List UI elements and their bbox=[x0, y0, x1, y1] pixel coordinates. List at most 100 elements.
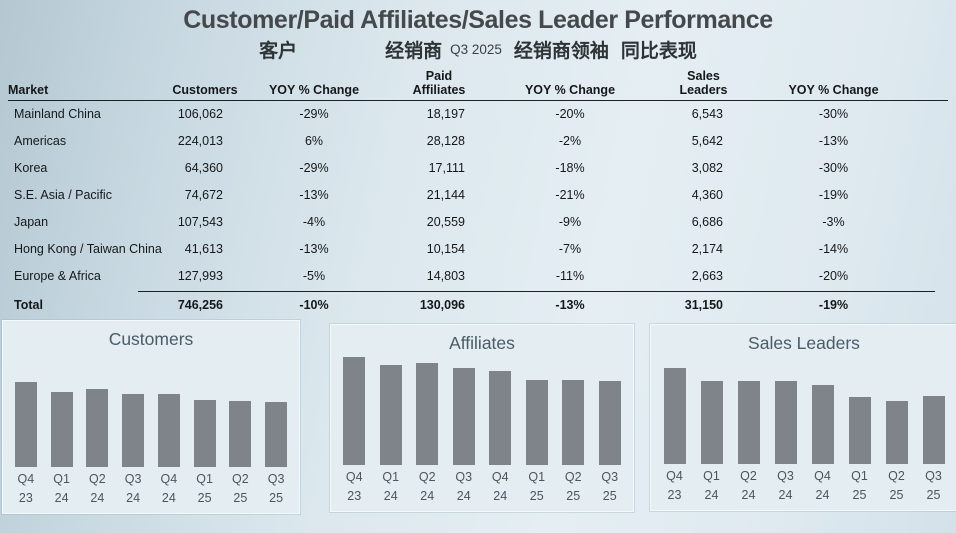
bar-q3-25 bbox=[598, 381, 621, 465]
table-header-row: Market Customers YOY % Change Paid Affiliate… bbox=[8, 68, 948, 101]
bar-q3-25 bbox=[265, 402, 288, 467]
bar-label: Q2 24 bbox=[730, 464, 767, 510]
bar-q2-25 bbox=[562, 380, 585, 465]
table-cell: -13% bbox=[818, 134, 849, 148]
bar-q4-24 bbox=[157, 394, 180, 467]
bar-q2-25 bbox=[885, 401, 908, 464]
table-cell: 107,543 bbox=[177, 215, 223, 229]
bar-label: Q3 24 bbox=[115, 467, 151, 513]
bar-label: Q2 25 bbox=[878, 464, 915, 510]
axis-labels: Q4 23 Q1 24 Q2 24 Q3 24 Q4 24 Q1 25 Q2 25 Q3 25 bbox=[3, 467, 299, 513]
bar-label: Q1 25 bbox=[841, 464, 878, 510]
chart-panel-customers: Customers Q4 23 Q1 24 Q2 24 Q3 24 Q4 24 Q1 25 Q2 25 Q3… bbox=[2, 320, 300, 514]
bar-label-year: 23 bbox=[667, 488, 682, 503]
bar-label-year: 24 bbox=[778, 488, 793, 503]
bar-column bbox=[656, 368, 693, 464]
bar-q2-24 bbox=[86, 389, 109, 467]
bar-label-quarter: Q2 bbox=[89, 472, 106, 486]
bar-label-quarter: Q1 bbox=[382, 470, 400, 484]
bar-label-quarter: Q2 bbox=[564, 470, 582, 484]
bar-label-quarter: Q4 bbox=[814, 469, 831, 483]
table-cell: Europe & Africa bbox=[14, 269, 101, 283]
bar-q4-23 bbox=[663, 368, 686, 464]
table-cell: 4,360 bbox=[691, 188, 723, 202]
column-header-top-line: Paid bbox=[425, 69, 453, 83]
column-header: YOY % Change bbox=[502, 68, 638, 98]
column-header-label: Market bbox=[8, 82, 49, 97]
bar-q1-24 bbox=[379, 365, 402, 465]
bar-column bbox=[767, 381, 804, 464]
bar-q3-25 bbox=[922, 396, 945, 464]
table-row: Japan 107,543 -4% 20,559 -9% 6,686 -3% bbox=[8, 209, 948, 236]
bar-label: Q4 24 bbox=[804, 464, 841, 510]
column-header: Customers bbox=[158, 68, 252, 98]
bar-label-year: 24 bbox=[420, 489, 435, 504]
subtitle-period: Q3 2025 bbox=[450, 41, 502, 57]
table-row: Europe & Africa 127,993 -5% 14,803 -11% 2,663… bbox=[8, 263, 948, 290]
bar-label-year: 24 bbox=[493, 489, 508, 504]
bar-label: Q1 25 bbox=[187, 467, 223, 513]
bar-column bbox=[115, 394, 151, 467]
bar-label-year: 24 bbox=[741, 488, 756, 503]
bar-q2-24 bbox=[416, 363, 439, 465]
table-cell: Mainland China bbox=[14, 107, 101, 121]
table-cell: 2,663 bbox=[691, 269, 723, 283]
bar-column bbox=[151, 394, 187, 467]
table-cell: -13% bbox=[299, 242, 329, 256]
bar-label-year: 25 bbox=[197, 491, 212, 506]
bar-label-year: 24 bbox=[90, 491, 105, 506]
bar-label-quarter: Q1 bbox=[528, 470, 546, 484]
table-cell: -7% bbox=[558, 242, 582, 256]
bar-column bbox=[409, 363, 446, 465]
bar-label-quarter: Q2 bbox=[888, 469, 905, 483]
bar-label-year: 25 bbox=[233, 491, 248, 506]
bar-label: Q2 24 bbox=[409, 465, 446, 511]
bars-area bbox=[651, 355, 956, 464]
bar-label-quarter: Q3 bbox=[777, 469, 794, 483]
table-cell: Japan bbox=[14, 215, 49, 229]
table-cell: 127,993 bbox=[177, 269, 223, 283]
subtitle-leaders-cn: 经销商领袖 bbox=[513, 40, 609, 62]
page-title: Customer/Paid Affiliates/Sales Leader Pe… bbox=[183, 6, 773, 34]
table-cell: 6,686 bbox=[691, 215, 723, 229]
bar-label-quarter: Q3 bbox=[267, 472, 285, 486]
bar-column bbox=[555, 380, 592, 465]
bar-column bbox=[915, 396, 952, 464]
bar-q4-23 bbox=[14, 382, 37, 467]
bars-area bbox=[3, 351, 299, 467]
bar-label-quarter: Q3 bbox=[925, 469, 942, 483]
bar-label: Q3 25 bbox=[592, 465, 629, 511]
bar-column bbox=[44, 392, 80, 467]
table-cell: 106,062 bbox=[177, 107, 223, 121]
table-cell: -3% bbox=[822, 215, 845, 229]
bar-column bbox=[841, 397, 878, 464]
table-cell: 17,111 bbox=[428, 161, 465, 175]
bar-label: Q2 25 bbox=[223, 467, 259, 513]
table-cell: -21% bbox=[555, 188, 585, 202]
bar-label: Q4 23 bbox=[8, 467, 44, 513]
table-cell: -19% bbox=[818, 188, 849, 202]
bar-label-quarter: Q1 bbox=[851, 469, 868, 483]
bar-label-quarter: Q3 bbox=[455, 470, 473, 484]
bar-column bbox=[80, 389, 116, 467]
bar-q2-25 bbox=[229, 401, 252, 467]
table-cell: -20% bbox=[818, 269, 849, 283]
bar-label-quarter: Q3 bbox=[124, 472, 142, 486]
bar-label-quarter: Q1 bbox=[196, 472, 213, 486]
chart-title: Sales Leaders bbox=[748, 333, 860, 353]
bar-label-year: 25 bbox=[566, 489, 581, 504]
table-cell: 31,150 bbox=[684, 297, 723, 312]
table-total-row: Total 746,256 -10% 130,096 -13% 31,150 -19% bbox=[8, 290, 948, 319]
subtitle-customers-cn: 客户 bbox=[259, 40, 298, 62]
bar-label-year: 24 bbox=[161, 491, 176, 506]
column-header: YOY % Change bbox=[769, 68, 898, 98]
bar-label: Q1 24 bbox=[44, 467, 80, 513]
table-cell: 41,613 bbox=[184, 242, 223, 256]
subtitle: 客户 经销商 Q3 2025 经销商领袖 同比表现 bbox=[0, 36, 956, 63]
subtitle-affiliates-cn: 经销商 bbox=[385, 40, 443, 62]
table-cell: -29% bbox=[299, 161, 329, 175]
bar-q4-23 bbox=[343, 357, 366, 465]
table-row: Americas 224,013 6% 28,128 -2% 5,642 -13% bbox=[8, 128, 948, 155]
bar-label-quarter: Q4 bbox=[17, 472, 35, 486]
table-cell: -2% bbox=[558, 134, 582, 148]
